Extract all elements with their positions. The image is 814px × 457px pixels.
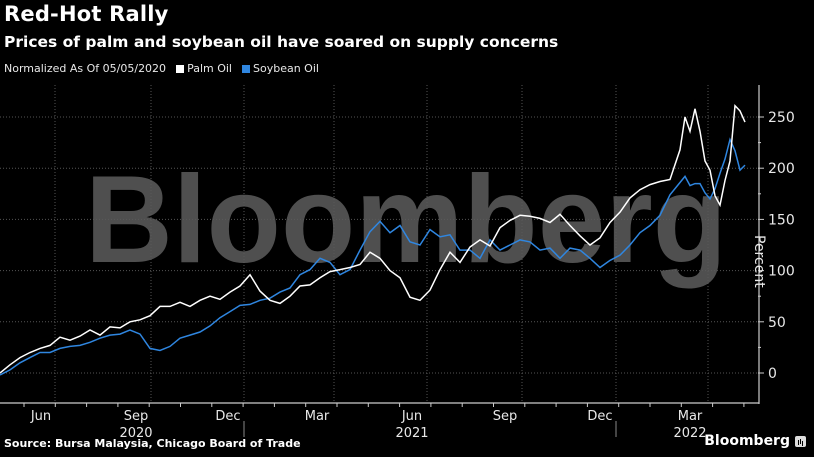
x-year-label: 2020 <box>119 426 152 441</box>
y-tick-label: 150 <box>768 212 795 228</box>
y-tick-label: 200 <box>768 161 795 177</box>
chart-title: Red-Hot Rally <box>4 2 169 26</box>
x-tick-label: Dec <box>215 409 240 424</box>
legend-swatch-palm <box>176 64 185 73</box>
y-tick-label: 100 <box>768 264 795 280</box>
y-tick-label: 250 <box>768 110 795 126</box>
bloomberg-chart-icon <box>795 435 806 447</box>
x-tick-label: Mar <box>678 409 703 424</box>
x-tick-label: Sep <box>124 409 149 424</box>
y-axis-label: Percent <box>751 235 767 288</box>
x-year-label: 2022 <box>673 426 706 441</box>
brand-text: Bloomberg <box>704 433 790 449</box>
watermark: Bloomberg <box>85 151 727 289</box>
source-note: Source: Bursa Malaysia, Chicago Board of… <box>4 437 301 450</box>
y-tick-label: 0 <box>768 366 777 382</box>
x-tick-label: Mar <box>305 409 330 424</box>
x-tick-label: Dec <box>587 409 612 424</box>
axes: 0 50 100 150 200 250 Jun Sep Dec Mar Jun Sep Dec Mar 2… <box>0 85 795 441</box>
legend-label-soybean: Soybean Oil <box>252 62 319 75</box>
legend-label-palm: Palm Oil <box>187 62 232 75</box>
bloomberg-brand: Bloomberg <box>704 433 806 449</box>
x-tick-label: Sep <box>493 409 518 424</box>
soybean-oil-line <box>0 137 746 376</box>
legend-note: Normalized As Of 05/05/2020 <box>4 62 167 75</box>
gridlines <box>0 85 758 403</box>
x-tick-label: Jun <box>401 409 422 424</box>
palm-oil-line <box>0 103 746 374</box>
legend: Normalized As Of 05/05/2020 Palm Oil Soy… <box>4 62 319 75</box>
chart-subtitle: Prices of palm and soybean oil have soar… <box>4 33 559 51</box>
y-tick-label: 50 <box>768 315 786 331</box>
x-tick-label: Jun <box>30 409 51 424</box>
x-year-label: 2021 <box>395 426 428 441</box>
legend-swatch-soybean <box>241 64 250 73</box>
